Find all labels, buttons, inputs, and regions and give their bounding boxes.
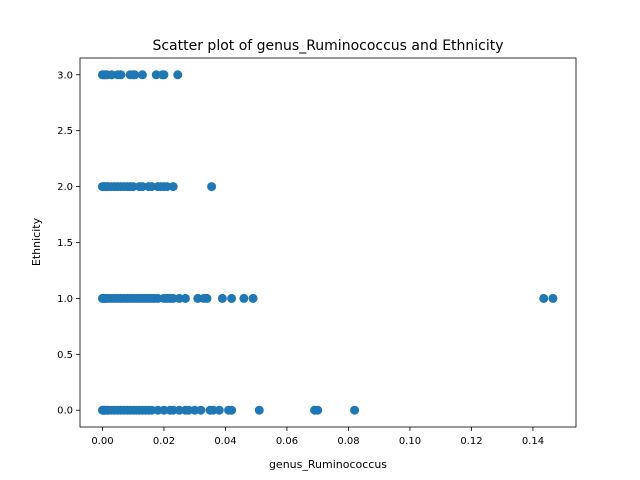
data-point	[214, 405, 224, 415]
data-point	[137, 182, 147, 192]
data-point	[313, 405, 323, 415]
data-point	[130, 70, 140, 80]
data-point	[159, 405, 169, 415]
data-point	[196, 405, 206, 415]
y-tick-label: 1.0	[57, 294, 73, 305]
data-point	[207, 182, 217, 192]
data-point	[254, 405, 264, 415]
data-point	[174, 405, 184, 415]
data-point	[239, 293, 249, 303]
data-point	[180, 293, 190, 303]
y-tick-label: 1.5	[57, 238, 73, 249]
data-point	[168, 405, 178, 415]
data-point	[248, 293, 258, 303]
data-point	[193, 293, 203, 303]
data-point	[227, 405, 237, 415]
x-tick-label: 0.06	[276, 436, 298, 447]
y-tick-label: 2.5	[57, 126, 73, 137]
data-point	[202, 293, 212, 303]
data-point	[168, 293, 178, 303]
x-tick-label: 0.00	[91, 436, 113, 447]
data-point	[153, 293, 163, 303]
data-point	[539, 293, 549, 303]
y-tick-label: 0.5	[57, 350, 73, 361]
data-point	[548, 293, 558, 303]
y-tick-label: 2.0	[57, 182, 73, 193]
data-point	[128, 182, 138, 192]
data-point	[116, 70, 126, 80]
x-tick-label: 0.04	[214, 436, 236, 447]
data-point	[184, 405, 194, 415]
data-point	[153, 405, 163, 415]
data-point	[168, 182, 178, 192]
y-tick-label: 3.0	[57, 70, 73, 81]
data-point	[217, 293, 227, 303]
data-point	[147, 182, 157, 192]
x-tick-label: 0.08	[337, 436, 359, 447]
x-axis-ticks: 0.00 0.02 0.04 0.06 0.08 0.10 0.12 0.14	[91, 427, 544, 447]
y-axis-ticks: 0.0 0.5 1.0 1.5 2.0 2.5 3.0	[57, 70, 80, 417]
data-point	[174, 293, 184, 303]
data-point	[350, 405, 360, 415]
data-point	[227, 293, 237, 303]
data-point	[151, 70, 161, 80]
x-tick-label: 0.10	[399, 436, 421, 447]
y-tick-label: 0.0	[57, 406, 73, 417]
data-point	[159, 70, 169, 80]
plot-frame	[79, 57, 577, 428]
data-point	[147, 405, 157, 415]
y-axis-label: Ethnicity	[30, 217, 43, 266]
data-point	[107, 70, 117, 80]
data-point	[190, 405, 200, 415]
x-tick-label: 0.02	[153, 436, 175, 447]
data-point	[173, 70, 183, 80]
data-points	[97, 70, 558, 415]
x-tick-label: 0.14	[522, 436, 544, 447]
x-tick-label: 0.12	[460, 436, 482, 447]
x-axis-label: genus_Ruminococcus	[269, 458, 387, 471]
data-point	[162, 182, 172, 192]
chart-title: Scatter plot of genus_Ruminococcus and E…	[152, 38, 503, 54]
data-point	[208, 405, 218, 415]
data-point	[137, 70, 147, 80]
